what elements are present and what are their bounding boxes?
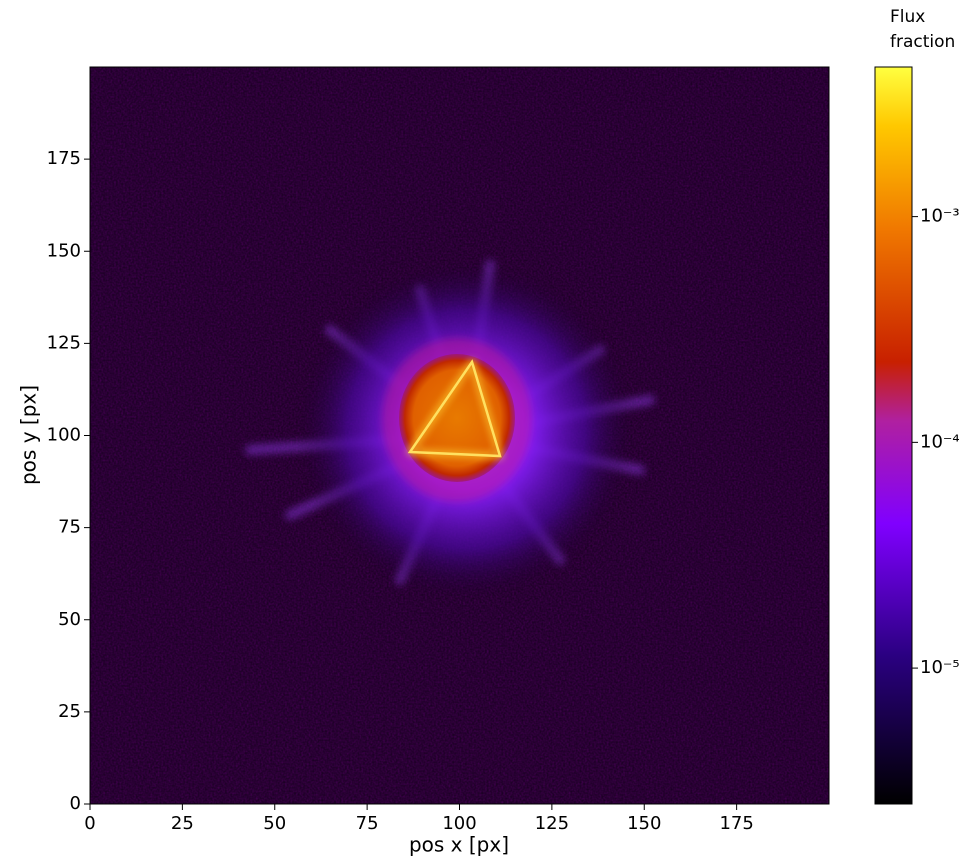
y-tick-label: 150 [47,240,81,261]
x-tick-label: 175 [719,813,753,834]
y-tick-label: 175 [47,148,81,169]
y-tick-label: 25 [58,701,81,722]
y-tick-label: 50 [58,609,81,630]
x-tick-label: 125 [535,813,569,834]
y-tick-label: 0 [70,793,81,814]
x-tick-label: 75 [356,813,379,834]
colorbar [874,66,913,805]
y-axis-label: pos y [px] [17,385,41,485]
x-tick-label: 150 [627,813,661,834]
x-tick-label: 50 [263,813,286,834]
colorbar-tick-label: 10⁻³ [920,206,960,227]
y-tick-label: 75 [58,517,81,538]
colorbar-label: Flux [890,7,925,27]
x-tick-label: 0 [84,813,95,834]
x-tick-label: 25 [171,813,194,834]
y-tick-label: 100 [47,425,81,446]
x-axis-label: pos x [px] [409,833,509,857]
colorbar-tick-label: 10⁻⁵ [920,657,960,678]
colorbar-label: fraction [890,32,955,52]
x-tick-label: 100 [442,813,476,834]
y-tick-label: 125 [47,332,81,353]
colorbar-tick-label: 10⁻⁴ [920,431,960,452]
heatmap-image [90,67,829,804]
